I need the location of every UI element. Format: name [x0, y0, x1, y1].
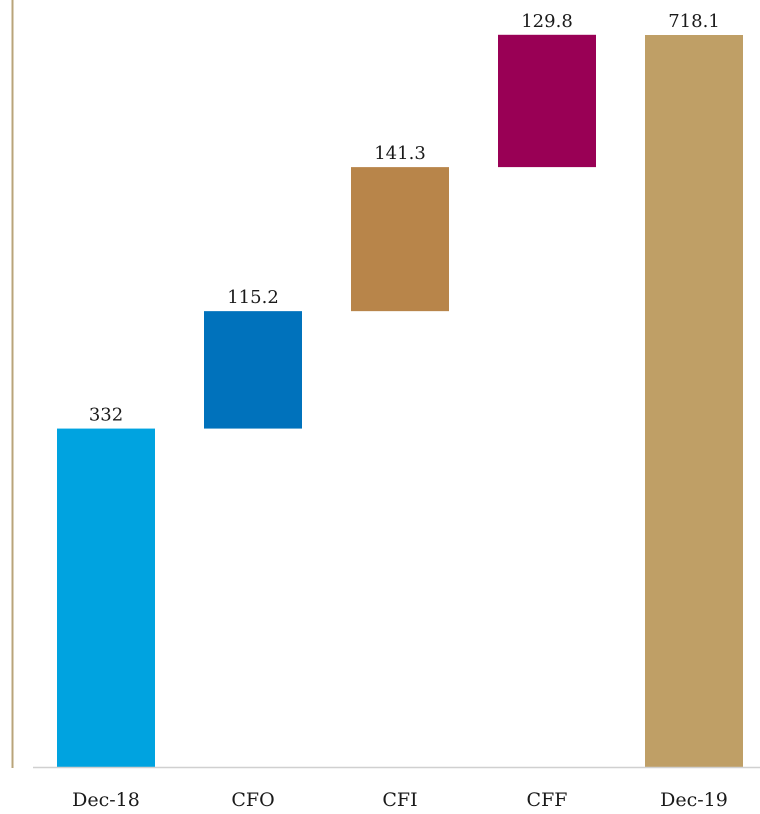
x-tick-label-dec-19: Dec-19 [660, 789, 728, 809]
data-label-dec-18: 332 [89, 405, 123, 426]
x-tick-label-dec-18: Dec-18 [72, 789, 140, 809]
bar-cfo [204, 311, 302, 429]
x-tick-label-cff: CFF [527, 789, 568, 809]
data-label-cff: 129.8 [521, 11, 573, 32]
x-tick-label-cfo: CFO [231, 789, 274, 809]
data-label-cfo: 115.2 [227, 287, 279, 308]
bar-cff [498, 34, 596, 168]
x-tick-label-cfi: CFI [382, 789, 417, 809]
x-tick-labels-layer: Dec-18 CFO CFI CFF Dec-19 [72, 789, 728, 811]
bar-dec-18 [57, 428, 155, 767]
bar-cfi [351, 167, 449, 312]
bars-layer [57, 34, 743, 767]
data-label-cfi: 141.3 [374, 143, 426, 164]
data-labels-layer: 332 115.2 141.3 129.8 718.1 [89, 11, 720, 426]
data-label-dec-19: 718.1 [668, 11, 720, 32]
bar-dec-19 [645, 35, 743, 767]
